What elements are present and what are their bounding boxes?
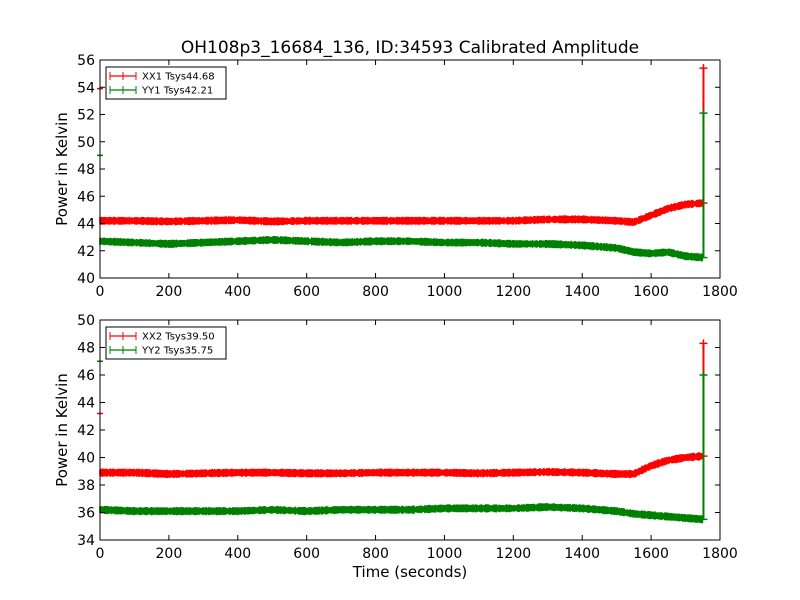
x-tick-label: 800 (362, 546, 389, 562)
y-tick-label: 44 (77, 217, 95, 233)
legend: XX1 Tsys44.68 YY1 Tsys42.21 (105, 66, 227, 100)
top-panel: 0 200 400 600 800 1000 1200 1400 1600 1800 40 42 44 4… (53, 53, 738, 300)
legend-box (105, 326, 227, 360)
x-tick-label: 0 (96, 284, 105, 300)
y-tick-label: 48 (77, 341, 95, 357)
y-tick-label: 42 (77, 244, 95, 260)
x-tick-label: 1200 (496, 546, 532, 562)
legend-box (105, 66, 227, 100)
y-axis-label: Power in Kelvin (53, 112, 71, 226)
y-tick-label: 50 (77, 313, 95, 329)
y-tick-label: 50 (77, 135, 95, 151)
x-tick-label: 800 (362, 284, 389, 300)
x-tick-label: 200 (156, 284, 183, 300)
y-tick-label: 54 (77, 80, 95, 96)
chart-title: OH108p3_16684_136, ID:34593 Calibrated A… (181, 38, 639, 58)
y-tick-label: 52 (77, 108, 95, 124)
x-tick-label: 0 (96, 546, 105, 562)
x-tick-label: 1800 (702, 546, 738, 562)
x-tick-label: 600 (293, 546, 320, 562)
y-tick-label: 48 (77, 162, 95, 178)
x-tick-label: 200 (156, 546, 183, 562)
y-tick-label: 40 (77, 271, 95, 287)
legend-label: YY1 Tsys42.21 (141, 86, 213, 97)
x-tick-label: 1800 (702, 284, 738, 300)
y-tick-label: 34 (77, 533, 95, 549)
x-tick-label: 400 (224, 284, 251, 300)
y-tick-label: 56 (77, 53, 95, 69)
y-tick-label: 42 (77, 423, 95, 439)
y-axis-label: Power in Kelvin (53, 373, 71, 487)
legend-label: XX1 Tsys44.68 (142, 72, 215, 83)
x-axis-label: Time (seconds) (352, 563, 468, 581)
y-tick-label: 44 (77, 396, 95, 412)
end-spike-cap-2 (699, 371, 708, 379)
x-tick-label: 1400 (564, 284, 600, 300)
x-tick-label: 1600 (633, 546, 669, 562)
y-tick-label: 40 (77, 451, 95, 467)
end-spike-cap-1 (699, 339, 708, 348)
bottom-panel: 0 200 400 600 800 1000 1200 1400 1600 1800 34 36 38 4… (53, 313, 738, 581)
x-tick-label: 1000 (427, 546, 463, 562)
x-tick-label: 600 (293, 284, 320, 300)
x-tick-label: 1400 (564, 546, 600, 562)
end-spike-cap-2 (699, 109, 708, 118)
y-tick-label: 38 (77, 478, 95, 494)
y-tick-label: 46 (77, 368, 95, 384)
legend-label: XX2 Tsys39.50 (142, 332, 215, 343)
y-tick-label: 36 (77, 506, 95, 522)
x-tick-label: 1600 (633, 284, 669, 300)
legend-label: YY2 Tsys35.75 (141, 346, 213, 357)
legend: XX2 Tsys39.50 YY2 Tsys35.75 (105, 326, 227, 360)
end-spike-cap-1 (699, 64, 708, 73)
y-tick-label: 46 (77, 189, 95, 205)
x-tick-label: 400 (224, 546, 251, 562)
x-tick-label: 1000 (427, 284, 463, 300)
x-tick-label: 1200 (496, 284, 532, 300)
